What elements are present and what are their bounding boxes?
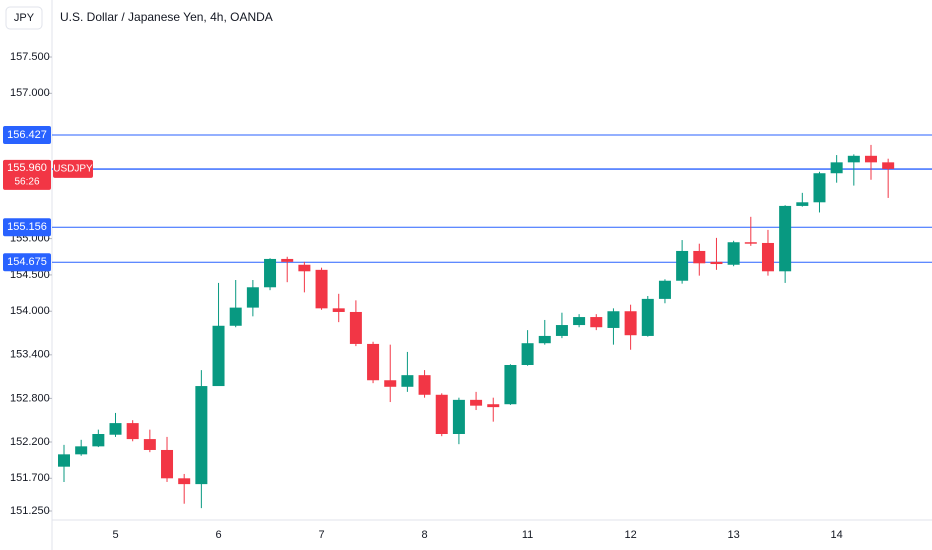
candle-body [693, 250, 706, 264]
level-label: 156.427 [7, 129, 47, 141]
candle-body [830, 162, 843, 174]
candle-body [264, 258, 277, 288]
candle-body [212, 325, 225, 387]
y-tick-label: 157.500 [10, 51, 50, 63]
candle-body [555, 325, 568, 336]
y-tick-label: 152.800 [10, 392, 50, 404]
candle-body [143, 439, 156, 450]
y-tick-label: 151.250 [10, 505, 50, 517]
candle-body [92, 433, 105, 447]
candle-body [504, 364, 517, 405]
candle-body [538, 335, 551, 344]
candle-body [590, 317, 603, 328]
candle-body [195, 386, 208, 485]
y-tick-label: 152.200 [10, 436, 50, 448]
candle-body [435, 394, 448, 434]
x-tick-label: 6 [215, 529, 221, 541]
candle-body [761, 242, 774, 272]
candle-body [487, 404, 500, 408]
candle-body [624, 311, 637, 336]
candle-body [710, 261, 723, 265]
candle-body [676, 250, 689, 281]
candle-body [882, 162, 895, 169]
candle-body [470, 399, 483, 406]
x-tick-label: 5 [112, 529, 118, 541]
candle-body [332, 308, 345, 312]
candle-body [796, 202, 809, 206]
candle-body [229, 307, 242, 326]
candle-body [521, 343, 534, 365]
y-tick-label: 153.400 [10, 349, 50, 361]
candle-body [401, 375, 414, 387]
symbol-label-box [53, 159, 93, 178]
candle-body [367, 343, 380, 381]
candle-body [58, 454, 70, 467]
candle-body [126, 423, 139, 440]
candle-body [864, 155, 877, 163]
candle-body [641, 298, 654, 336]
candle-body [281, 258, 294, 262]
x-tick-label: 7 [318, 529, 324, 541]
x-tick-label: 14 [831, 529, 843, 541]
candle-body [727, 242, 740, 265]
candle-body [161, 449, 174, 479]
x-tick-label: 12 [624, 529, 636, 541]
candle-body [384, 380, 397, 387]
candle-body [178, 478, 191, 485]
candle-body [109, 423, 122, 435]
level-label-box [3, 253, 51, 272]
candle-body [418, 375, 431, 395]
candle-body [573, 317, 586, 326]
symbol-label: USDJPY [53, 164, 93, 175]
chart-title: U.S. Dollar / Japanese Yen, 4h, OANDA [60, 10, 273, 24]
candle-body [813, 173, 826, 203]
candle-body [658, 280, 671, 299]
candle-body [744, 242, 757, 244]
candle-body [779, 205, 792, 272]
price-label: 155.960 [7, 162, 47, 174]
y-tick-label: 157.000 [10, 87, 50, 99]
candle-body [847, 155, 860, 163]
candle-body [607, 311, 620, 328]
x-tick-label: 8 [422, 529, 428, 541]
level-label: 155.156 [7, 221, 47, 233]
candle-body [75, 446, 88, 455]
level-label-box [3, 218, 51, 237]
x-tick-label: 11 [522, 529, 533, 541]
currency[interactable]: JPY [14, 12, 35, 24]
y-tick-label: 154.000 [10, 305, 50, 317]
y-tick-label: 154.500 [10, 269, 50, 281]
x-tick-label: 13 [728, 529, 740, 541]
level-label-box [3, 125, 51, 144]
price-countdown: 56:26 [14, 177, 39, 188]
candle-body [349, 311, 362, 344]
candle-body [315, 269, 328, 309]
candle-body [246, 287, 259, 308]
level-label: 154.675 [7, 256, 47, 268]
price-label-box [3, 159, 51, 190]
candle-body [452, 399, 465, 434]
y-tick-label: 151.700 [10, 472, 50, 484]
candle-body [298, 264, 311, 272]
currency-button[interactable] [5, 6, 43, 30]
